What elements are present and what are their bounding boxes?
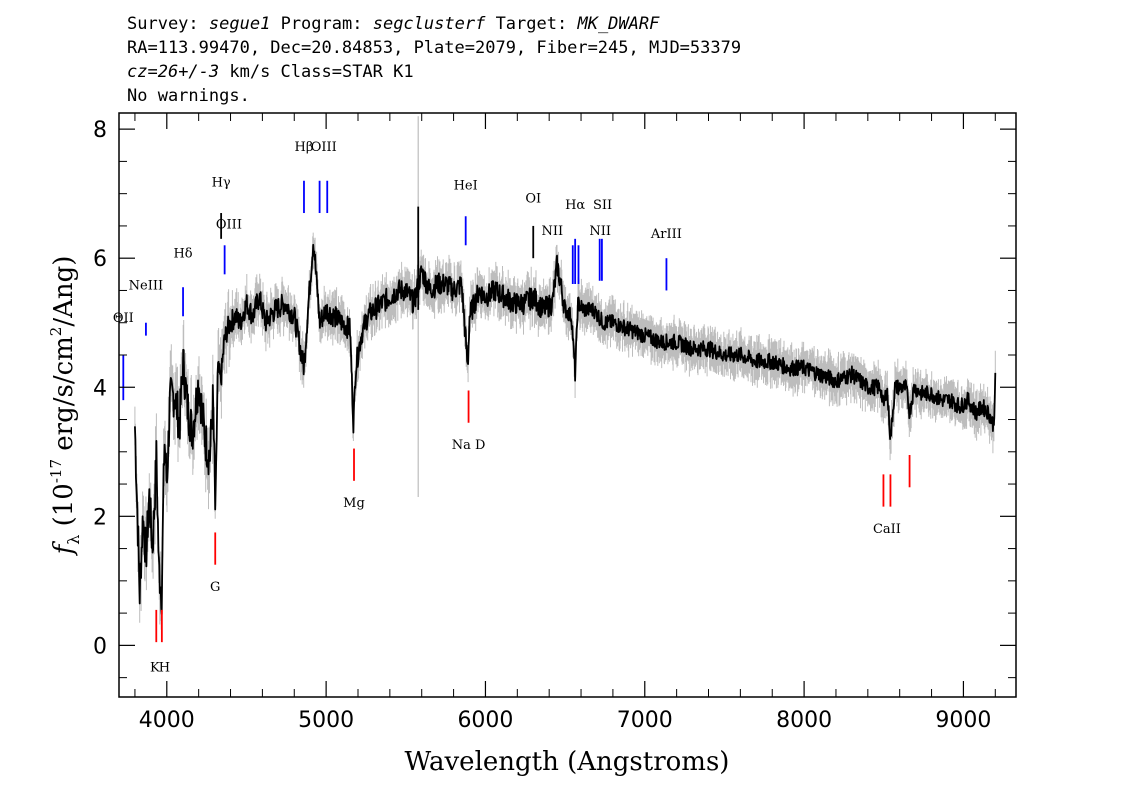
label-neiii: NeIII [129,279,163,294]
x-tick-label-4: 8000 [776,708,832,733]
target-name: MK_DWARF [577,14,660,34]
y-axis-sub: λ [64,535,83,545]
x-tick-label-0: 4000 [139,708,195,733]
label-hbeta: Hβ [295,140,314,155]
plot-frame [118,112,1017,698]
label-hgamma: Hγ [212,175,231,190]
label-h: H [159,661,170,676]
label-oiii-4363: OIII [216,217,242,232]
y-tick-label-2: 4 [93,376,107,401]
target-label: Target: [495,14,568,34]
label-ariii: ArIII [650,227,682,242]
label-sii: SII [593,198,612,213]
label-halpha: Hα [565,198,585,213]
header-survey-line: Survey: segue1 Program: segclusterf Targ… [127,12,741,36]
y-axis-exp2: 2 [47,327,65,337]
x-axis-title: Wavelength (Angstroms) [405,747,730,777]
label-nii: NII [542,224,564,239]
label-hdelta: Hδ [173,246,192,261]
y-axis-title: fλ (10-17 erg/s/cm2/Ang) [47,256,83,557]
y-axis-post: /Ang) [49,256,79,327]
y-axis-pre: (10 [49,483,79,535]
y-tick-label-0: 0 [93,634,107,659]
label-oiii: OIII [311,140,337,155]
header-warnings-line: No warnings. [127,86,250,106]
label-nii-2: NII [589,224,611,239]
label-hei: HeI [454,179,478,194]
label-g: G [210,580,220,595]
y-axis-mid: erg/s/cm [49,336,79,459]
flux-line [134,243,997,616]
x-tick-label-3: 7000 [617,708,673,733]
cz-suffix: km/s Class=STAR K1 [219,62,414,82]
header-coords-line: RA=113.99470, Dec=20.84853, Plate=2079, … [127,38,742,58]
x-tick-label-5: 9000 [935,708,991,733]
cz-prefix: cz= [127,62,158,82]
label-mg: Mg [343,496,365,511]
axes: 4000 5000 6000 7000 8000 9000 0 2 4 6 8 [93,113,1016,733]
program-label: Program: [280,14,363,34]
y-tick-label-1: 2 [93,505,107,530]
label-k: K [150,661,160,676]
survey-name: segue1 [208,14,271,34]
y-tick-label-4: 8 [93,118,107,143]
label-na-d: Na D [452,438,486,453]
noise-path [134,232,996,640]
program-name: segclusterf [372,14,486,34]
x-tick-label-1: 5000 [298,708,354,733]
spectrum-header: Survey: segue1 Program: segclusterf Targ… [127,12,741,108]
header-redshift-line: cz=26+/-3 km/s Class=STAR K1 [127,60,741,84]
label-oi: OI [525,192,541,207]
x-tick-label-2: 6000 [457,708,513,733]
noise-band [134,116,996,640]
spectral-line-markers: ΘIINeIIIHδHγOIIIHβOIIIHeIOINIIHαNIISIIAr… [113,140,911,676]
label-oii: ΘII [113,311,134,326]
label-caii: CaII [873,522,901,537]
cz-value: 26+/-3 [157,62,220,82]
y-tick-label-3: 6 [93,247,107,272]
y-axis-exp: -17 [47,459,65,483]
flux-series [134,206,997,616]
survey-label: Survey: [127,14,199,34]
